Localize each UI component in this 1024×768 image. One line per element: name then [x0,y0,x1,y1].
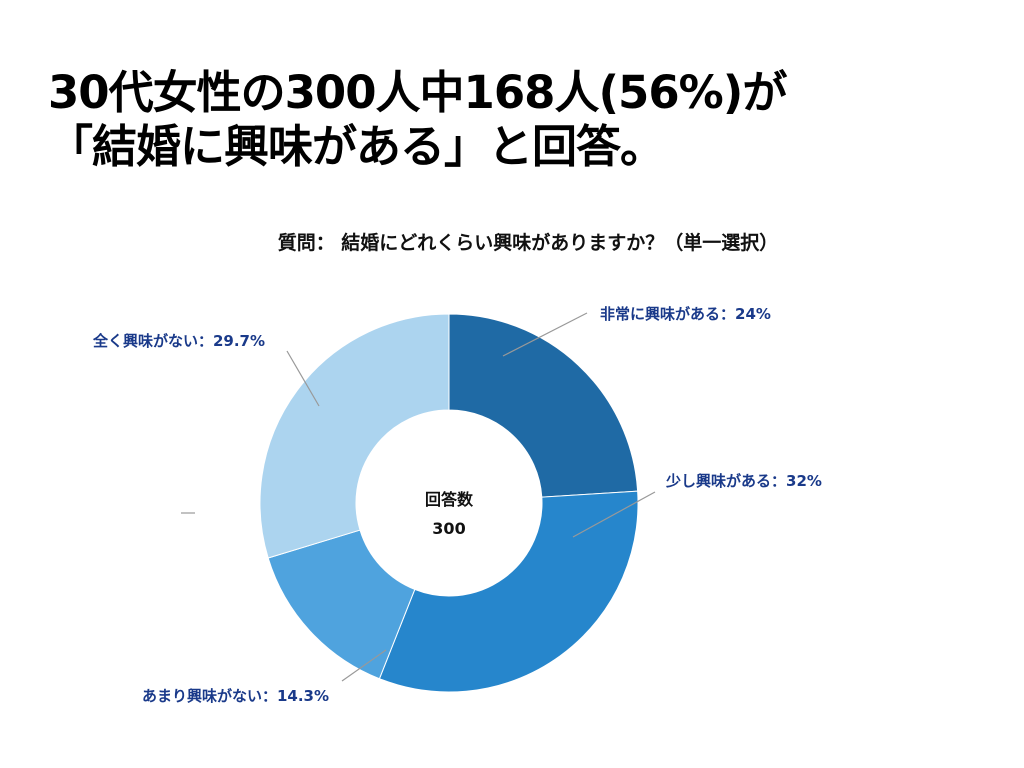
slice-label-1: 非常に興味がある：24% [600,305,771,323]
chart-labels: 非常に興味がある：24% 少し興味がある：32% あまり興味がない：14.3% 全く興… [92,305,822,705]
chart-leader-lines [286,312,656,682]
headline-line-2: 「結婚に興味がある」と回答。 [48,120,665,173]
slice-label-2: 少し興味がある：32% [665,472,822,490]
donut-slice-1 [448,313,639,498]
leader-line-3 [341,649,387,682]
leader-line-2 [572,491,656,538]
center-label: 回答数 [425,490,474,509]
slice-label-3: あまり興味がない：14.3% [142,687,329,705]
center-value: 300 [432,519,465,538]
question-text: 質問： 結婚にどれくらい興味がありますか？（単一選択） [277,232,779,254]
chart-slices [259,313,639,693]
donut-slice-2 [378,490,639,693]
leader-line-1 [502,312,588,357]
slice-label-4: 全く興味がない：29.7% [92,332,265,350]
headline: 30代女性の300人中168人(56%)が 「結婚に興味がある」と回答。 [48,66,1008,174]
leader-line-4 [286,350,320,407]
donut-slice-4 [259,313,450,559]
headline-line-1: 30代女性の300人中168人(56%)が [48,66,787,119]
